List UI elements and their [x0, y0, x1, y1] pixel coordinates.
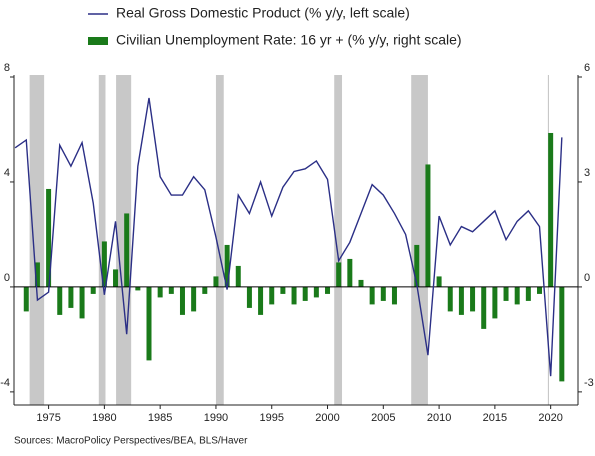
x-tick-label: 2020: [538, 412, 562, 424]
bar: [537, 286, 543, 294]
bar: [202, 286, 208, 294]
bar: [224, 244, 230, 287]
bar: [492, 286, 498, 319]
bar: [124, 213, 130, 287]
line: [14, 97, 563, 377]
bar: [90, 286, 96, 294]
bar: [179, 286, 185, 315]
bar: [514, 286, 520, 305]
bar: [291, 286, 297, 305]
recession-band: [98, 75, 106, 405]
bar: [135, 286, 141, 291]
y2-tick-label: 0: [584, 272, 590, 284]
bar: [101, 241, 107, 287]
bar: [23, 286, 29, 312]
bar: [447, 286, 453, 312]
bar: [414, 244, 420, 287]
bar: [258, 286, 264, 315]
x-tick-label: 1985: [148, 412, 172, 424]
bar: [525, 286, 531, 301]
x-tick-label: 1990: [204, 412, 228, 424]
bar: [313, 286, 319, 298]
recession-band: [334, 75, 343, 405]
bar: [481, 286, 487, 329]
bar: [269, 286, 275, 305]
x-tick-label: 1995: [259, 412, 283, 424]
bar: [57, 286, 63, 315]
legend-label: Real Gross Domestic Product (% y/y, left…: [116, 5, 410, 21]
y-tick-label: 0: [4, 272, 10, 284]
y2-tick-label: 3: [584, 167, 590, 179]
bar: [113, 269, 119, 287]
bar: [213, 276, 219, 287]
bar: [425, 164, 431, 287]
legend-label: Civilian Unemployment Rate: 16 yr + (% y…: [116, 32, 462, 48]
y-tick-label: 8: [4, 62, 10, 74]
y2-tick-label: -3: [584, 377, 594, 389]
y2-tick-label: 6: [584, 62, 590, 74]
source: Sources: MacroPolicy Perspectives/BEA, B…: [14, 436, 248, 447]
legend-swatch: [88, 37, 108, 45]
bar: [347, 258, 353, 287]
bar: [380, 286, 386, 301]
x-tick-label: 1975: [36, 412, 60, 424]
bar: [548, 132, 554, 287]
bar: [503, 286, 509, 301]
bar: [79, 286, 85, 319]
y-tick-label: -4: [0, 377, 10, 389]
x-tick-label: 2010: [427, 412, 451, 424]
bar: [191, 286, 197, 312]
bar: [68, 286, 74, 308]
bar: [157, 286, 163, 298]
bar: [235, 265, 241, 287]
x-tick-label: 1980: [92, 412, 116, 424]
bar: [246, 286, 252, 308]
y-tick-label: 4: [4, 167, 10, 179]
recession-band: [411, 75, 428, 405]
bar: [358, 279, 364, 287]
bar: [436, 276, 442, 287]
bar: [336, 262, 342, 287]
x-tick-label: 2000: [315, 412, 339, 424]
bar: [470, 286, 476, 312]
recession-band: [29, 75, 45, 405]
bar: [302, 286, 308, 301]
x-tick-label: 2015: [483, 412, 507, 424]
bar: [369, 286, 375, 305]
recession-band: [215, 75, 224, 405]
bar: [458, 286, 464, 315]
bar: [325, 286, 331, 294]
bar: [280, 286, 286, 294]
bar: [146, 286, 152, 361]
bar: [46, 188, 52, 287]
x-tick-label: 2005: [371, 412, 395, 424]
bar: [34, 262, 40, 287]
bar: [391, 286, 397, 305]
bar: [168, 286, 174, 294]
bar: [559, 286, 565, 382]
